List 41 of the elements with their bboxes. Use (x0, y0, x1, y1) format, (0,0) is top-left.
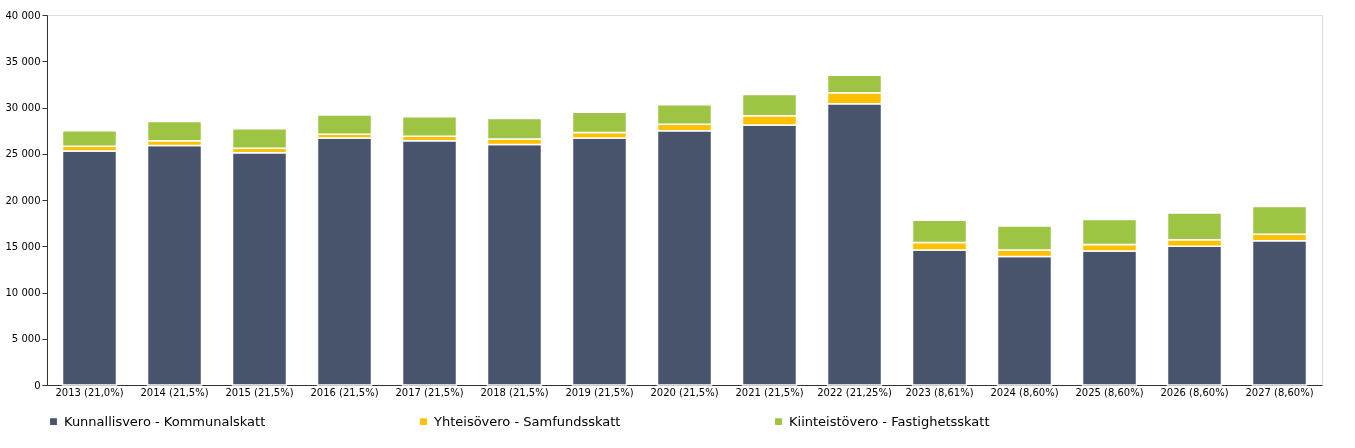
x-tick-label: 2022 (21,25%) (817, 386, 892, 398)
bar (401, 140, 458, 386)
y-tick-label: 35 000 (5, 55, 41, 67)
x-tick-label: 2013 (21,0%) (55, 386, 124, 398)
bar (656, 129, 713, 386)
y-tick-label: 5 000 (11, 333, 41, 345)
bar (571, 137, 628, 386)
y-tick-label: 20 000 (5, 194, 41, 206)
legend-label: Kunnallisvero - Kommunalskatt (64, 413, 266, 429)
y-tick-label: 40 000 (5, 9, 41, 21)
x-tick-label: 2018 (21,5%) (480, 386, 549, 398)
x-tick-label: 2016 (21,5%) (310, 386, 379, 398)
bar (316, 137, 373, 386)
bar (61, 129, 118, 148)
bar (146, 144, 203, 386)
bar (996, 255, 1053, 386)
y-tick-label: 25 000 (5, 148, 41, 160)
x-tick-label: 2026 (8,60%) (1160, 386, 1229, 398)
x-tick-label: 2021 (21,5%) (735, 386, 804, 398)
y-tick-label: 30 000 (5, 102, 41, 113)
x-tick-label: 2019 (21,5%) (565, 386, 634, 398)
bar (146, 120, 203, 142)
x-tick-label: 2027 (8,60%) (1245, 386, 1314, 398)
bar (1166, 245, 1223, 386)
x-tick-label: 2020 (21,5%) (650, 386, 719, 398)
x-tick-label: 2023 (8,61%) (905, 386, 974, 398)
y-tick-label: 10 000 (5, 287, 41, 298)
bar (486, 143, 543, 386)
bar (316, 114, 373, 136)
x-tick-label: 2017 (21,5%) (395, 386, 464, 398)
x-tick-label: 2025 (8,60%) (1075, 386, 1144, 398)
x-tick-label: 2024 (8,60%) (990, 386, 1059, 398)
bar (231, 152, 288, 386)
y-tick-label: 15 000 (5, 240, 41, 252)
bar (61, 150, 118, 386)
bar (1251, 239, 1308, 386)
legend-label: Yhteisövero - Samfundsskatt (433, 413, 621, 429)
y-tick-label: 0 (34, 379, 41, 391)
legend-label: Kiinteistövero - Fastighetsskatt (789, 413, 990, 429)
x-tick-label: 2014 (21,5%) (140, 386, 209, 398)
x-tick-label: 2015 (21,5%) (225, 386, 294, 398)
